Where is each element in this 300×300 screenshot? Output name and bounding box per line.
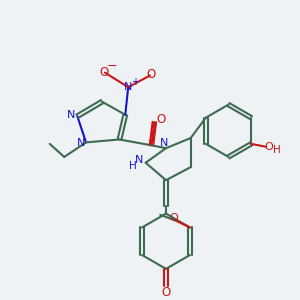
Text: N: N [124,82,132,92]
Text: O: O [156,113,165,126]
Text: O: O [146,68,155,81]
Text: O: O [265,142,274,152]
Text: H: H [129,161,136,171]
Text: N: N [135,155,143,165]
Text: O: O [161,286,171,298]
Text: −: − [107,60,118,73]
Text: +: + [130,77,139,87]
Text: N: N [160,138,168,148]
Text: N: N [76,138,85,148]
Text: N: N [67,110,75,120]
Text: H: H [273,145,281,155]
Text: O: O [169,213,178,223]
Text: O: O [100,65,109,79]
